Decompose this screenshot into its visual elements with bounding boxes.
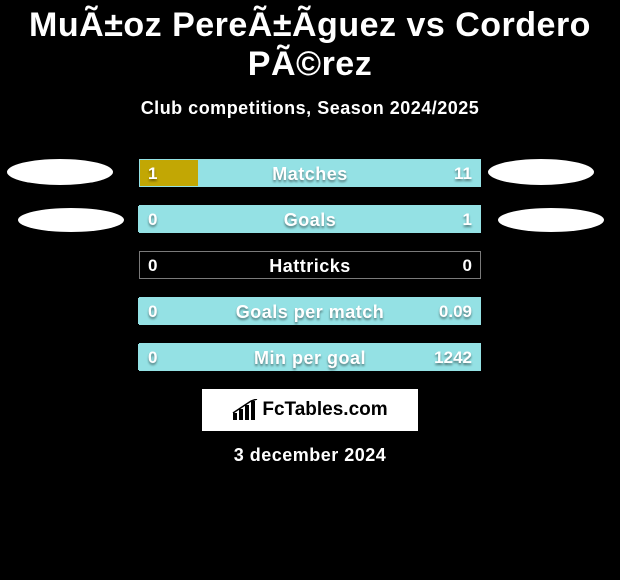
stat-bar: 111Matches bbox=[139, 159, 481, 187]
stat-label: Goals bbox=[140, 206, 480, 234]
subtitle: Club competitions, Season 2024/2025 bbox=[0, 98, 620, 119]
page-title: MuÃ±oz PereÃ±Ãguez vs Cordero PÃ©rez bbox=[0, 0, 620, 84]
stat-bar: 01242Min per goal bbox=[139, 343, 481, 371]
stat-label: Goals per match bbox=[140, 298, 480, 326]
date-label: 3 december 2024 bbox=[0, 445, 620, 466]
stat-row: 00Hattricks bbox=[0, 251, 620, 279]
stat-label: Matches bbox=[140, 160, 480, 188]
stat-row: 01Goals bbox=[0, 205, 620, 233]
stat-rows-container: 111Matches 01Goals 00Hattricks 00.09Goals p… bbox=[0, 159, 620, 371]
stat-bar: 01Goals bbox=[139, 205, 481, 233]
left-ellipse bbox=[18, 208, 124, 232]
comparison-widget: MuÃ±oz PereÃ±Ãguez vs Cordero PÃ©rez Clu… bbox=[0, 0, 620, 580]
watermark: FcTables.com bbox=[202, 389, 418, 431]
right-ellipse bbox=[498, 208, 604, 232]
right-ellipse bbox=[488, 159, 594, 185]
watermark-text: FcTables.com bbox=[262, 399, 387, 421]
stat-row: 00.09Goals per match bbox=[0, 297, 620, 325]
stat-label: Hattricks bbox=[140, 252, 480, 280]
stat-bar: 00Hattricks bbox=[139, 251, 481, 279]
stat-row: 111Matches bbox=[0, 159, 620, 187]
stat-row: 01242Min per goal bbox=[0, 343, 620, 371]
stat-bar: 00.09Goals per match bbox=[139, 297, 481, 325]
stat-label: Min per goal bbox=[140, 344, 480, 372]
left-ellipse bbox=[7, 159, 113, 185]
chart-icon bbox=[232, 399, 260, 421]
